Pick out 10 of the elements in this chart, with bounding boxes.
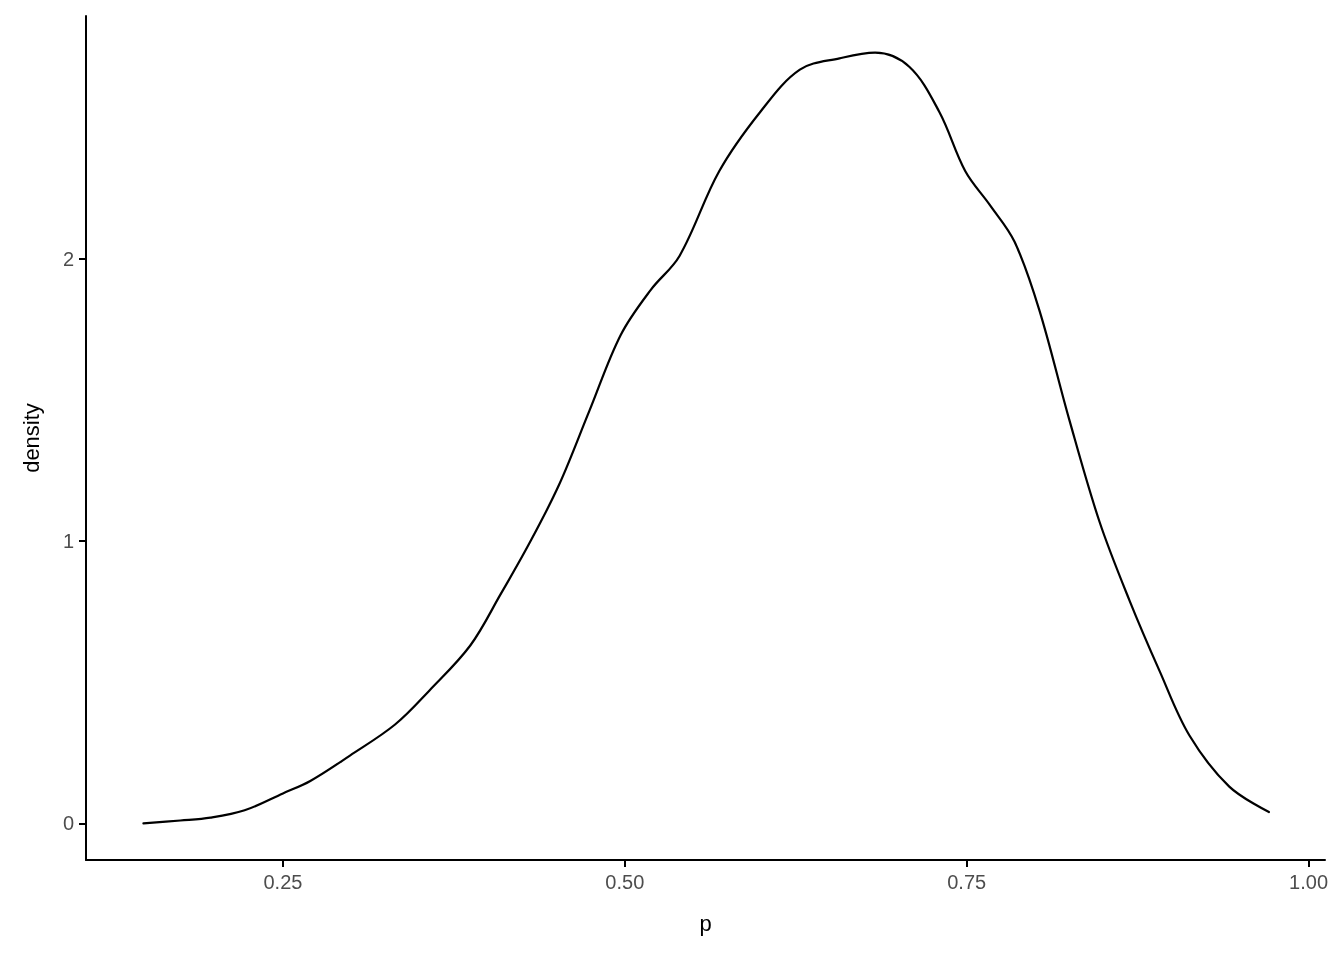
y-tick-label: 2 (62, 247, 74, 270)
x-tick-label: 0.25 (263, 871, 303, 893)
line-series (142, 51, 1271, 825)
x-tick-label: 0.75 (947, 871, 987, 893)
x-axis-title: p (699, 910, 712, 936)
y-axis-title: density (18, 403, 44, 473)
x-tick-label: 1.00 (1289, 871, 1329, 893)
x-tick-label: 0.50 (605, 871, 645, 893)
y-tick-label: 1 (62, 530, 74, 553)
y-tick-label: 0 (62, 812, 74, 835)
